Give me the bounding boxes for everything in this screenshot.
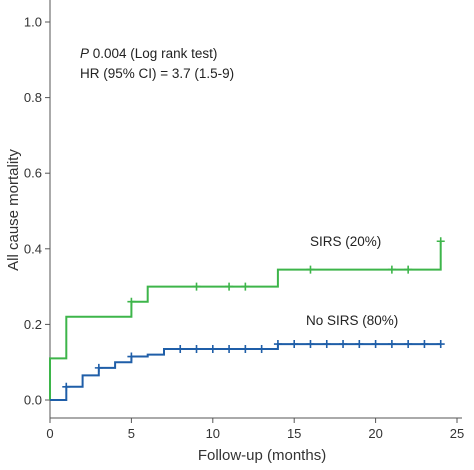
censor-mark-no-sirs: [322, 340, 331, 349]
censor-mark-sirs: [127, 297, 136, 306]
censor-mark-no-sirs: [273, 340, 282, 349]
x-tick-label: 5: [128, 426, 135, 441]
censor-mark-sirs: [192, 282, 201, 291]
censor-mark-sirs: [436, 237, 445, 246]
x-axis-title: Follow-up (months): [198, 447, 326, 464]
p-text: 0.004 (Log rank test): [89, 46, 217, 61]
series-layer: [49, 237, 445, 401]
censor-mark-no-sirs: [371, 340, 380, 349]
censor-mark-sirs: [404, 265, 413, 274]
y-tick-label: 0.4: [24, 241, 42, 256]
x-tick-label: 10: [206, 426, 220, 441]
censor-mark-no-sirs: [355, 340, 364, 349]
censor-mark-sirs: [241, 282, 250, 291]
censor-mark-no-sirs: [404, 340, 413, 349]
y-tick-label: 0.8: [24, 90, 42, 105]
x-tick-label: 15: [287, 426, 301, 441]
x-tick-label: 20: [368, 426, 382, 441]
censor-mark-no-sirs: [192, 344, 201, 353]
censor-mark-no-sirs: [225, 344, 234, 353]
y-axis-title: All cause mortality: [5, 149, 22, 271]
series-line-sirs: [49, 241, 442, 400]
axes: 0.0 0.2 0.4 0.6 0.8 1.0 0 5 10 15 20 25: [24, 0, 464, 441]
hr-annotation: HR (95% CI) = 3.7 (1.5-9): [80, 66, 234, 81]
y-tick-label: 0.6: [24, 166, 42, 181]
p-label: P: [80, 46, 89, 61]
censor-mark-no-sirs: [257, 344, 266, 353]
x-tick-label: 0: [46, 426, 53, 441]
censor-mark-no-sirs: [241, 344, 250, 353]
censor-mark-no-sirs: [62, 382, 71, 391]
series-label-no-sirs: No SIRS (80%): [306, 313, 398, 328]
censor-mark-no-sirs: [420, 340, 429, 349]
censor-mark-sirs: [306, 265, 315, 274]
censor-mark-no-sirs: [339, 340, 348, 349]
censor-mark-sirs: [387, 265, 396, 274]
censor-mark-no-sirs: [436, 340, 445, 349]
p-value-annotation: P 0.004 (Log rank test): [80, 46, 217, 61]
censor-mark-no-sirs: [176, 344, 185, 353]
y-tick-label: 1.0: [24, 15, 42, 30]
censor-mark-no-sirs: [387, 340, 396, 349]
y-tick-label: 0.2: [24, 317, 42, 332]
censor-mark-no-sirs: [94, 363, 103, 372]
x-tick-label: 25: [450, 426, 464, 441]
censor-mark-sirs: [225, 282, 234, 291]
censor-mark-no-sirs: [306, 340, 315, 349]
series-label-sirs: SIRS (20%): [310, 234, 381, 249]
censor-mark-no-sirs: [290, 340, 299, 349]
censor-mark-no-sirs: [208, 344, 217, 353]
censor-mark-no-sirs: [127, 352, 136, 361]
y-tick-label: 0.0: [24, 393, 42, 408]
